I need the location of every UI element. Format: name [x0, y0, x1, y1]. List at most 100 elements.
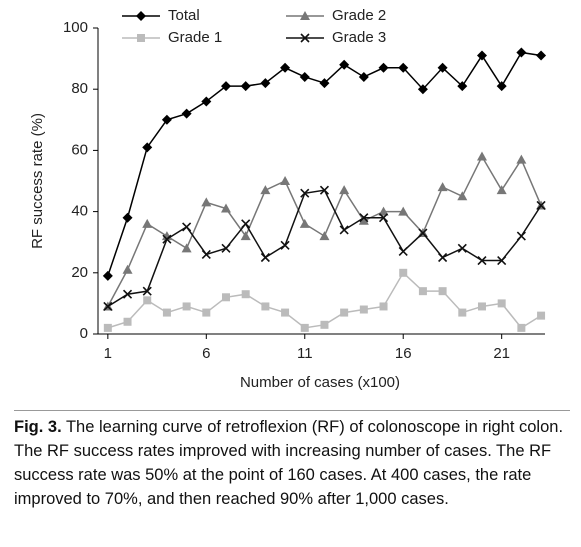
- point: [299, 218, 310, 228]
- point: [280, 62, 291, 73]
- point: [281, 308, 290, 317]
- point: [359, 213, 369, 223]
- legend-marker: [300, 33, 310, 43]
- point: [300, 188, 310, 198]
- point: [202, 308, 211, 317]
- x-tick-label: 1: [104, 345, 112, 362]
- point: [399, 268, 408, 277]
- point: [476, 151, 487, 161]
- y-tick-label: 80: [71, 80, 88, 97]
- x-tick-label: 6: [202, 345, 210, 362]
- series-line: [107, 271, 542, 329]
- y-tick-label: 0: [80, 325, 88, 342]
- point: [240, 231, 251, 241]
- point: [220, 203, 231, 213]
- point: [458, 308, 467, 317]
- point: [162, 234, 172, 244]
- point: [162, 308, 171, 317]
- point: [418, 228, 428, 238]
- x-axis-title: Number of cases (x100): [240, 374, 400, 391]
- point: [260, 185, 271, 195]
- point: [260, 252, 270, 263]
- series-line: [107, 189, 542, 308]
- point: [220, 81, 231, 92]
- caption-label: Fig. 3.: [14, 418, 62, 436]
- point: [417, 84, 428, 95]
- point: [240, 81, 251, 92]
- point: [340, 308, 349, 317]
- point: [516, 154, 527, 164]
- legend-marker: [137, 34, 145, 42]
- point: [181, 108, 192, 119]
- caption-text: The learning curve of retroflexion (RF) …: [14, 418, 564, 508]
- point: [476, 50, 487, 61]
- point: [142, 142, 153, 153]
- point: [378, 62, 389, 73]
- point: [181, 243, 192, 253]
- point: [497, 299, 506, 308]
- point: [536, 50, 547, 61]
- point: [143, 296, 152, 305]
- legend-label: Total: [168, 7, 200, 24]
- x-tick-label: 11: [297, 345, 313, 362]
- y-tick-label: 60: [71, 141, 88, 158]
- x-tick-label: 16: [395, 345, 412, 362]
- point: [438, 252, 448, 263]
- point: [182, 222, 192, 232]
- point: [536, 200, 546, 211]
- legend-marker: [136, 11, 146, 21]
- point: [221, 293, 230, 302]
- point: [161, 114, 172, 125]
- point: [537, 311, 546, 320]
- point: [241, 219, 251, 229]
- point: [102, 270, 113, 281]
- point: [418, 287, 427, 296]
- y-tick-label: 20: [71, 264, 88, 281]
- point: [437, 182, 448, 192]
- point: [496, 81, 507, 92]
- point: [103, 301, 113, 312]
- point: [378, 213, 389, 223]
- chart: Number of cases (x100) RF success rate (…: [29, 7, 547, 391]
- legend-label: Grade 3: [332, 29, 386, 46]
- point: [438, 287, 447, 296]
- point: [358, 71, 369, 82]
- legend-marker: [300, 11, 310, 20]
- point: [123, 317, 132, 326]
- point: [457, 243, 467, 253]
- point: [201, 249, 211, 260]
- x-tick-label: 21: [493, 345, 510, 362]
- point: [221, 243, 231, 253]
- point: [457, 191, 468, 201]
- legend-label: Grade 2: [332, 7, 386, 24]
- point: [299, 71, 310, 82]
- point: [122, 264, 133, 274]
- point: [142, 218, 153, 228]
- point: [437, 62, 448, 73]
- point: [517, 323, 526, 332]
- point: [260, 78, 271, 89]
- point: [359, 305, 368, 314]
- y-tick-label: 40: [71, 203, 88, 220]
- point: [497, 255, 507, 266]
- point: [319, 78, 330, 89]
- point: [477, 255, 487, 266]
- point: [398, 246, 408, 256]
- point: [103, 323, 112, 332]
- point: [477, 302, 486, 311]
- point: [339, 185, 350, 195]
- point: [280, 240, 290, 250]
- point: [201, 197, 212, 207]
- y-axis-title: RF success rate (%): [29, 113, 46, 249]
- point: [280, 176, 291, 185]
- point: [319, 185, 330, 195]
- point: [358, 215, 369, 225]
- point: [516, 231, 526, 241]
- point: [457, 81, 468, 92]
- point: [320, 320, 329, 329]
- point: [516, 47, 527, 58]
- point: [339, 225, 349, 235]
- point: [261, 302, 270, 311]
- point: [398, 206, 409, 216]
